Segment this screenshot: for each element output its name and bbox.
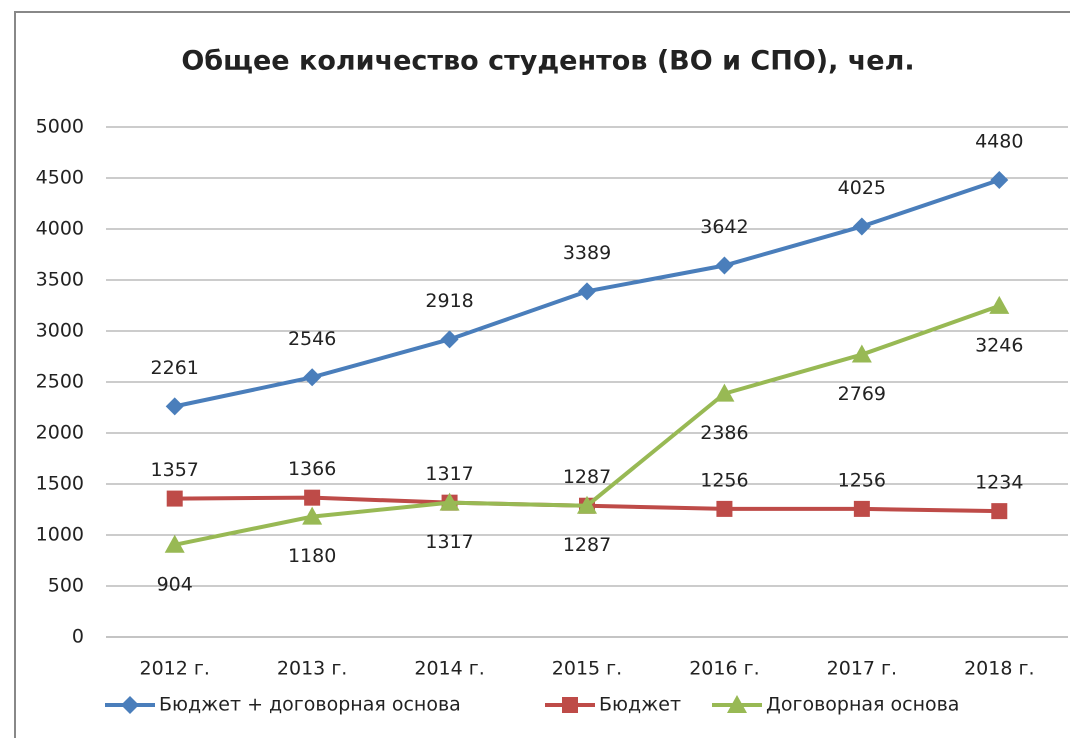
marker [303, 368, 322, 387]
y-tick-label: 3500 [36, 269, 84, 291]
marker [439, 492, 460, 511]
marker [304, 489, 321, 506]
marker [851, 344, 872, 363]
y-tick-label: 2000 [36, 422, 84, 444]
chart-frame [14, 11, 1070, 738]
legend-marker [121, 696, 139, 714]
data-label: 2546 [288, 328, 336, 350]
marker [991, 503, 1008, 520]
marker [853, 500, 870, 517]
data-label: 904 [157, 573, 193, 595]
data-label: 2386 [700, 422, 748, 444]
marker [716, 500, 733, 517]
data-label: 1234 [975, 472, 1023, 494]
data-label: 4025 [838, 177, 886, 199]
marker [164, 534, 185, 553]
data-label: 3389 [563, 242, 611, 264]
y-tick-label: 3000 [36, 320, 84, 342]
marker [166, 490, 183, 507]
marker [577, 495, 597, 514]
y-tick-label: 4000 [36, 218, 84, 240]
marker [852, 217, 871, 236]
marker [990, 171, 1009, 190]
data-label: 3642 [700, 216, 748, 238]
x-tick-label: 2014 г. [414, 658, 484, 680]
y-tick-label: 500 [48, 575, 84, 597]
data-label: 2261 [151, 357, 199, 379]
y-tick-label: 2500 [36, 371, 84, 393]
data-label: 1256 [838, 469, 886, 491]
data-label: 1180 [288, 545, 336, 567]
data-label: 1357 [151, 459, 199, 481]
data-label: 1317 [425, 463, 473, 485]
marker [715, 256, 734, 275]
y-tick-label: 1500 [36, 473, 84, 495]
legend-marker [562, 697, 578, 713]
x-tick-label: 2018 г. [964, 658, 1034, 680]
data-label: 1256 [700, 469, 748, 491]
y-tick-label: 0 [72, 626, 84, 648]
data-label: 2769 [838, 383, 886, 405]
data-label: 3246 [975, 334, 1023, 356]
legend-marker [727, 695, 747, 713]
marker [578, 282, 596, 301]
data-label: 1287 [563, 534, 611, 556]
x-tick-label: 2013 г. [277, 658, 347, 680]
data-label: 2918 [425, 290, 473, 312]
x-tick-label: 2016 г. [689, 658, 759, 680]
x-tick-label: 2017 г. [827, 658, 897, 680]
x-tick-label: 2015 г. [552, 658, 622, 680]
marker [989, 295, 1010, 314]
data-label: 4480 [975, 131, 1023, 153]
data-label: 1287 [563, 466, 611, 488]
y-tick-label: 5000 [36, 116, 84, 138]
legend-label: Договорная основа [766, 694, 959, 716]
x-tick-label: 2012 г. [140, 658, 210, 680]
marker [302, 506, 323, 525]
marker [714, 383, 735, 402]
data-label: 1317 [425, 531, 473, 553]
y-tick-label: 1000 [36, 524, 84, 546]
y-tick-label: 4500 [36, 167, 84, 189]
legend-label: Бюджет + договорная основа [159, 694, 461, 716]
legend-label: Бюджет [599, 694, 681, 716]
data-label: 1366 [288, 458, 336, 480]
marker [165, 397, 184, 416]
marker [440, 330, 459, 349]
chart-title: Общее количество студентов (ВО и СПО), ч… [181, 46, 914, 77]
